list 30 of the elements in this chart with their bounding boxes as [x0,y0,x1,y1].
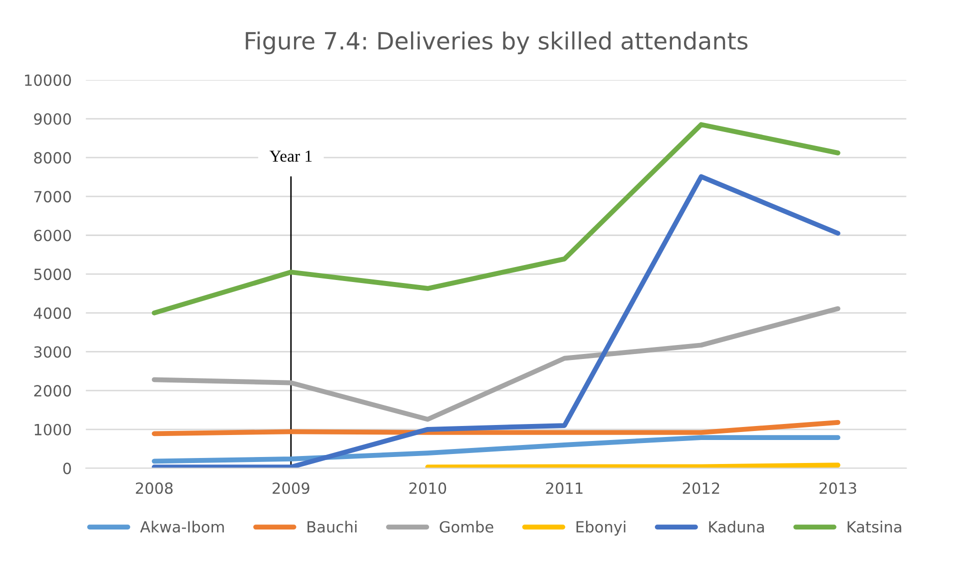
x-tick-label: 2008 [136,482,173,494]
y-tick-label: 4000 [34,307,71,319]
line-series [152,420,840,436]
line-series [152,174,840,468]
y-tick-label: 7000 [34,190,71,202]
y-tick-label: 5000 [34,268,71,280]
y-tick-label: 1000 [34,424,71,436]
x-tick-label: 2010 [409,482,446,494]
ref-line-label: Year 1 [270,150,312,162]
y-tick-label: 8000 [34,152,71,164]
legend-label: Ebonyi [576,520,626,536]
x-tick-label: 2013 [820,482,856,494]
y-tick-label: 9000 [34,113,71,125]
legend-label: Kaduna [709,520,764,533]
y-tick-label: 2000 [34,385,71,397]
legend-label: Katsina [848,520,902,533]
x-tick-label: 2011 [546,482,582,494]
legend-label: Gombe [440,520,494,533]
y-tick-label: 0 [63,462,71,474]
x-tick-label: 2012 [682,482,720,494]
legend-label: Bauchi [308,520,357,533]
y-tick-label: 6000 [34,230,71,242]
line-series [152,306,840,422]
legend-label: Akwa-Ibom [140,520,224,533]
y-tick-label: 3000 [34,346,71,358]
chart-title: Figure 7.4: Deliveries by skilled attendants [246,31,748,54]
y-tick-label: 10000 [25,74,71,86]
line-series [152,435,840,464]
x-tick-label: 2009 [272,482,310,494]
line-series [152,122,840,316]
